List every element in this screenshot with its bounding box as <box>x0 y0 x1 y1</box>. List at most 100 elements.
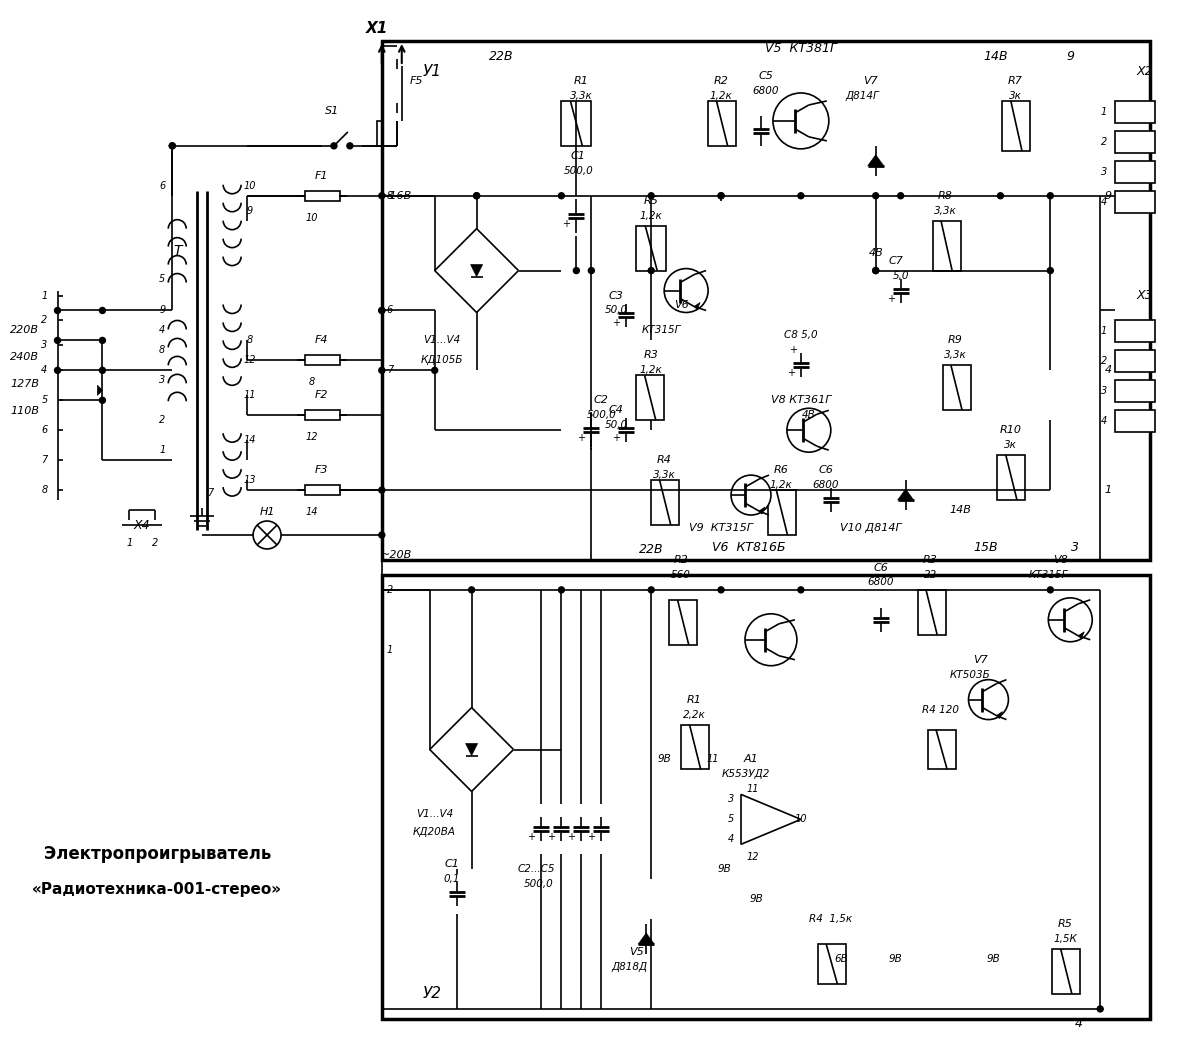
Circle shape <box>54 337 60 343</box>
Text: R4: R4 <box>656 455 672 465</box>
Text: 7: 7 <box>208 488 214 498</box>
Text: R4 120: R4 120 <box>922 705 959 714</box>
Text: 1: 1 <box>160 445 166 455</box>
Text: 12: 12 <box>306 432 318 442</box>
Circle shape <box>432 368 438 373</box>
Text: 4В: 4В <box>802 410 816 420</box>
Circle shape <box>648 193 654 198</box>
Bar <box>305 485 340 495</box>
Circle shape <box>731 475 770 515</box>
Circle shape <box>574 267 580 273</box>
Text: 9: 9 <box>1105 191 1111 200</box>
Bar <box>377 121 407 146</box>
Text: C2: C2 <box>594 395 608 405</box>
Text: 7: 7 <box>386 366 392 375</box>
Circle shape <box>558 193 564 198</box>
Text: 2: 2 <box>152 538 158 548</box>
Text: 5: 5 <box>41 395 48 405</box>
Text: 11: 11 <box>707 755 719 764</box>
Text: 0,1: 0,1 <box>444 874 460 884</box>
Text: +: + <box>787 368 794 378</box>
Bar <box>928 729 955 770</box>
Text: 240В: 240В <box>10 352 40 363</box>
Circle shape <box>379 368 385 373</box>
Circle shape <box>648 267 654 273</box>
Text: R2: R2 <box>714 76 728 86</box>
Polygon shape <box>1079 632 1085 639</box>
Text: 9В: 9В <box>658 755 671 764</box>
Text: R9: R9 <box>948 335 962 346</box>
Bar <box>768 490 796 535</box>
Text: C6: C6 <box>874 563 888 572</box>
Text: R1: R1 <box>574 76 589 86</box>
Text: R3: R3 <box>643 351 659 360</box>
Text: КТ503Б: КТ503Б <box>950 670 991 679</box>
Text: X1: X1 <box>366 20 388 36</box>
Text: 3к: 3к <box>1004 440 1016 450</box>
Text: 500,0: 500,0 <box>564 165 593 176</box>
Text: C4: C4 <box>608 405 624 416</box>
Text: R7: R7 <box>1008 76 1022 86</box>
Bar <box>1115 320 1156 342</box>
Text: 9: 9 <box>1067 50 1074 63</box>
Text: У2: У2 <box>422 987 442 1002</box>
Circle shape <box>872 193 878 198</box>
Text: 8: 8 <box>308 377 316 387</box>
Text: 14: 14 <box>306 507 318 517</box>
Bar <box>636 226 666 270</box>
Bar <box>1115 410 1156 432</box>
Text: 3,3к: 3,3к <box>934 206 956 215</box>
Text: 5: 5 <box>160 273 166 284</box>
Text: 10: 10 <box>794 814 808 825</box>
Text: 8: 8 <box>247 335 253 346</box>
Text: 1,2к: 1,2к <box>640 211 662 220</box>
Text: V10 Д814Г: V10 Д814Г <box>840 523 901 533</box>
Text: ~16В: ~16В <box>382 191 413 200</box>
Text: F2: F2 <box>316 390 329 401</box>
Text: 4: 4 <box>1105 366 1111 375</box>
Text: 4: 4 <box>160 325 166 335</box>
Circle shape <box>253 522 281 549</box>
Text: V5  КТ381Г: V5 КТ381Г <box>764 41 836 54</box>
Text: R4  1,5к: R4 1,5к <box>809 914 852 924</box>
Circle shape <box>898 193 904 198</box>
Text: V7: V7 <box>973 655 988 665</box>
Text: 11: 11 <box>746 784 760 794</box>
Text: 3: 3 <box>41 340 48 351</box>
Text: V1...V4: V1...V4 <box>424 335 461 346</box>
Bar <box>1115 101 1156 123</box>
Circle shape <box>379 193 385 198</box>
Text: 110В: 110В <box>10 406 40 417</box>
Text: R3: R3 <box>923 555 938 565</box>
Text: F5: F5 <box>410 76 424 86</box>
Text: 6800: 6800 <box>812 480 839 490</box>
Text: 4: 4 <box>1100 417 1108 426</box>
Text: 3: 3 <box>728 794 734 805</box>
Text: +: + <box>547 832 556 843</box>
Text: 22В: 22В <box>638 544 664 556</box>
Text: C8 5,0: C8 5,0 <box>784 331 817 340</box>
Text: 3,3к: 3,3к <box>570 91 593 101</box>
Circle shape <box>169 143 175 148</box>
Text: +: + <box>563 218 570 229</box>
Text: 6800: 6800 <box>752 86 779 96</box>
Text: R5: R5 <box>1058 919 1073 930</box>
Bar <box>636 375 664 420</box>
Text: 5,0: 5,0 <box>893 270 908 281</box>
Text: 4: 4 <box>1100 197 1108 207</box>
Text: КД105Б: КД105Б <box>420 355 463 366</box>
Text: T: T <box>173 244 181 258</box>
Text: X3: X3 <box>1136 289 1153 302</box>
Text: 6: 6 <box>386 305 392 316</box>
Circle shape <box>968 679 1008 720</box>
Text: 4: 4 <box>41 366 48 375</box>
Text: H1: H1 <box>259 507 275 517</box>
Text: 9В: 9В <box>749 895 763 904</box>
Text: Электропроигрыватель: Электропроигрыватель <box>43 845 271 863</box>
Text: 3к: 3к <box>1009 91 1022 101</box>
Text: 3,3к: 3,3к <box>653 471 676 480</box>
Circle shape <box>379 532 385 538</box>
Text: 1: 1 <box>41 290 48 301</box>
Text: 8: 8 <box>41 485 48 495</box>
Text: 2,2к: 2,2к <box>683 709 706 720</box>
